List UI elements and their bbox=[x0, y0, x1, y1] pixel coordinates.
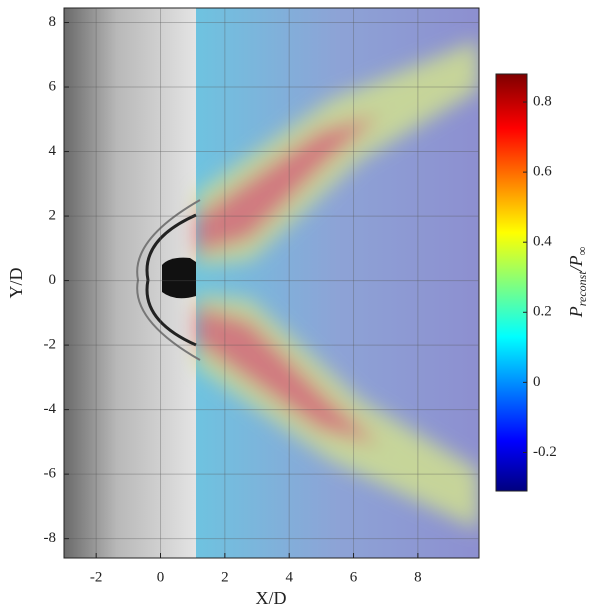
x-axis-label: X/D bbox=[256, 588, 287, 608]
label-part: P bbox=[566, 306, 586, 318]
x-tick-label: 6 bbox=[350, 569, 358, 585]
colorbar-label: Preconst/P∞ bbox=[566, 246, 589, 318]
colorbar-tick-label: 0.6 bbox=[533, 164, 552, 180]
x-tick-label: 0 bbox=[157, 569, 165, 585]
colorbar-tick-label: 0.2 bbox=[533, 304, 552, 320]
label-subscript: reconst bbox=[575, 271, 589, 307]
x-tick-label: 2 bbox=[221, 569, 229, 585]
y-tick-label: -2 bbox=[44, 337, 57, 353]
image bbox=[64, 8, 479, 558]
y-tick-label: -6 bbox=[44, 466, 57, 482]
y-tick-label: 0 bbox=[49, 272, 57, 288]
colorbar-tick-label: 0.8 bbox=[533, 93, 552, 109]
y-tick-label: 4 bbox=[49, 143, 57, 159]
colorbar-tick-label: 0 bbox=[533, 374, 541, 390]
y-tick-label: 8 bbox=[49, 14, 57, 30]
colorbar-tick-label: -0.2 bbox=[533, 444, 557, 460]
y-tick-label: 6 bbox=[49, 78, 57, 94]
label-subscript: ∞ bbox=[575, 246, 589, 255]
y-tick-label: -4 bbox=[44, 401, 57, 417]
x-tick-label: 8 bbox=[414, 569, 422, 585]
x-tick-label: 4 bbox=[285, 569, 293, 585]
y-tick-label: 2 bbox=[49, 208, 57, 224]
x-tick-label: -2 bbox=[90, 569, 103, 585]
y-tick-label: -8 bbox=[44, 530, 57, 546]
plot-frame bbox=[63, 7, 480, 559]
label-part: /P bbox=[566, 255, 586, 272]
colorbar-tick-label: 0.4 bbox=[533, 234, 552, 250]
colorbar bbox=[495, 73, 528, 492]
y-axis-label: Y/D bbox=[6, 268, 26, 299]
